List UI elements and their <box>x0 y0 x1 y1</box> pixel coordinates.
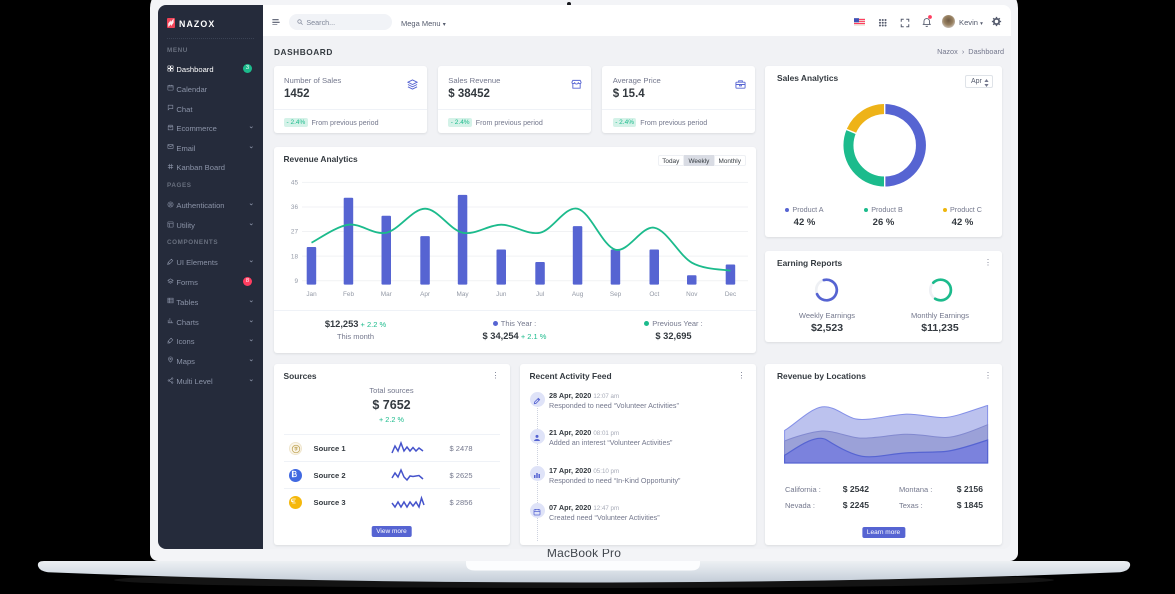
svg-text:Sep: Sep <box>609 291 621 298</box>
svg-text:18: 18 <box>290 253 298 260</box>
svg-text:Apr: Apr <box>420 291 431 298</box>
svg-text:Aug: Aug <box>571 291 583 298</box>
svg-text:Mar: Mar <box>380 291 392 298</box>
svg-text:Jun: Jun <box>496 291 507 298</box>
svg-text:Jan: Jan <box>306 291 317 298</box>
svg-text:27: 27 <box>290 228 298 235</box>
svg-text:May: May <box>456 291 469 298</box>
svg-text:36: 36 <box>290 204 298 211</box>
svg-text:45: 45 <box>290 179 298 186</box>
svg-text:Dec: Dec <box>724 291 736 298</box>
svg-text:9: 9 <box>294 277 298 284</box>
svg-text:Oct: Oct <box>649 291 659 298</box>
svg-text:Nov: Nov <box>686 291 698 298</box>
svg-text:Feb: Feb <box>342 291 353 298</box>
svg-text:Jul: Jul <box>536 291 544 298</box>
